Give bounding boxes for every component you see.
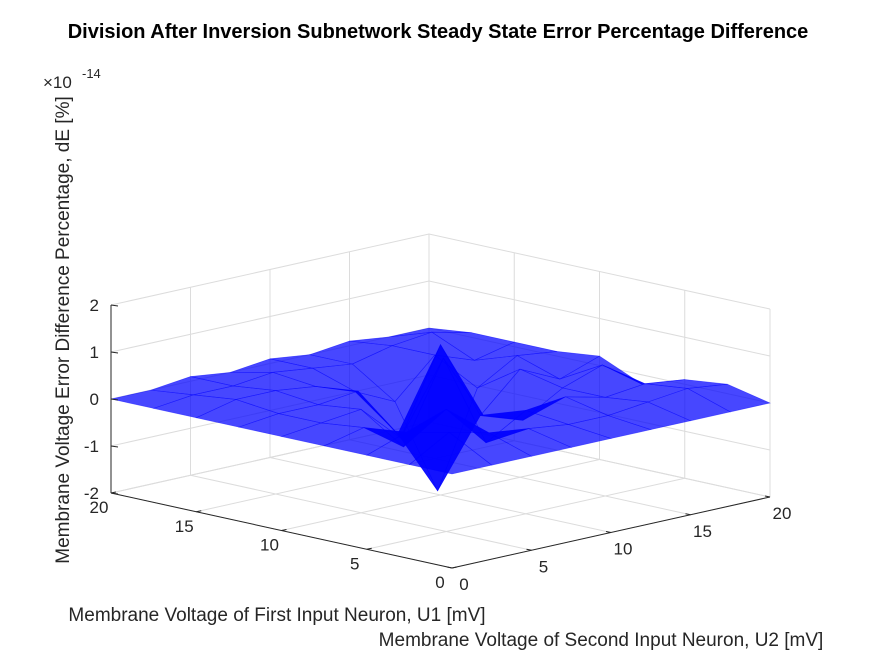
z-tick-mark (110, 398, 119, 401)
z-axis-label: Membrane Voltage Error Difference Percen… (53, 96, 74, 564)
x-tick-mark (366, 547, 372, 550)
x-tick-label: 5 (350, 554, 359, 573)
y-tick-mark (685, 513, 691, 516)
x-tick-label: 10 (260, 536, 279, 555)
y-tick-label: 10 (614, 540, 633, 559)
z-tick-label: 2 (90, 296, 99, 315)
x-axis-label: Membrane Voltage of First Input Neuron, … (68, 605, 485, 626)
grid-line (110, 280, 771, 357)
z-exponent-label: ×10 -14 (43, 66, 101, 92)
x-tick-mark (196, 510, 202, 513)
z-exponent-base: ×10 (43, 73, 72, 92)
grid-line (269, 457, 612, 533)
z-tick-mark (110, 445, 119, 448)
x-tick-label: 15 (175, 517, 194, 536)
z-tick-label: -1 (84, 437, 99, 456)
y-tick-mark (605, 531, 612, 533)
y-tick-mark (446, 566, 453, 569)
y-tick-label: 15 (693, 522, 712, 541)
z-exponent-power: -14 (82, 66, 101, 81)
y-tick-mark (526, 548, 532, 551)
z-tick-mark (110, 492, 119, 495)
y-axis-label: Membrane Voltage of Second Input Neuron,… (379, 630, 824, 651)
z-tick-label: 1 (90, 343, 99, 362)
z-tick-mark (110, 351, 119, 354)
z-tick-mark (110, 304, 119, 307)
y-tick-label: 0 (459, 575, 468, 594)
z-tick-label: -2 (84, 484, 99, 503)
surface-layer (110, 327, 771, 492)
y-tick-label: 5 (539, 557, 548, 576)
surface-patch (408, 431, 493, 475)
x-tick-label: 20 (90, 498, 109, 517)
grid-line (110, 233, 771, 310)
x-tick-mark (451, 566, 458, 569)
x-tick-mark (281, 529, 287, 531)
chart-title: Division After Inversion Subnetwork Stea… (68, 21, 809, 43)
z-tick-label: 0 (90, 390, 99, 409)
y-tick-label: 20 (773, 504, 792, 523)
x-tick-label: 0 (435, 573, 444, 592)
y-tick-mark (764, 495, 771, 498)
